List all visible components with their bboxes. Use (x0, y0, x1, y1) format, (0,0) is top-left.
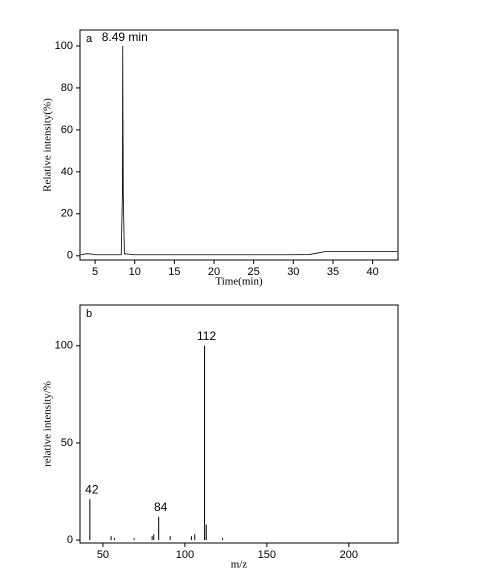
x-tick-label: 15 (168, 266, 180, 278)
peak-label: 84 (154, 500, 168, 514)
x-tick-label: 35 (327, 266, 339, 278)
y-tick-label: 20 (61, 208, 73, 220)
x-tick-label: 100 (176, 549, 194, 561)
x-axis-label: m/z (231, 559, 248, 571)
y-tick-label: 0 (67, 250, 73, 262)
y-tick-label: 40 (61, 166, 73, 178)
y-axis-label: relative intensity/% (42, 381, 54, 467)
plot-frame (79, 29, 399, 261)
y-tick-label: 100 (55, 40, 73, 52)
plot-frame (79, 304, 399, 544)
x-tick-label: 150 (258, 549, 276, 561)
x-tick-label: 200 (340, 549, 358, 561)
x-tick-label: 50 (97, 549, 109, 561)
peak-label: 112 (197, 329, 216, 343)
y-tick-label: 0 (67, 534, 73, 546)
y-axis-label: Relative intensity(%) (42, 98, 54, 192)
x-tick-label: 25 (248, 266, 260, 278)
x-tick-label: 30 (287, 266, 299, 278)
y-tick-label: 100 (55, 340, 73, 352)
panel-label: a (86, 33, 93, 45)
panel-label: b (86, 308, 92, 320)
x-axis-label: Time(min) (215, 276, 263, 288)
x-tick-label: 5 (92, 266, 98, 278)
x-tick-label: 40 (366, 266, 378, 278)
y-tick-label: 60 (61, 124, 73, 136)
y-tick-label: 50 (61, 437, 73, 449)
y-tick-label: 80 (61, 82, 73, 94)
peak-label: 42 (85, 482, 99, 496)
trace (80, 45, 398, 256)
x-tick-label: 10 (129, 266, 141, 278)
x-tick-label: 20 (208, 266, 220, 278)
peak-annotation: 8.49 min (102, 30, 148, 44)
